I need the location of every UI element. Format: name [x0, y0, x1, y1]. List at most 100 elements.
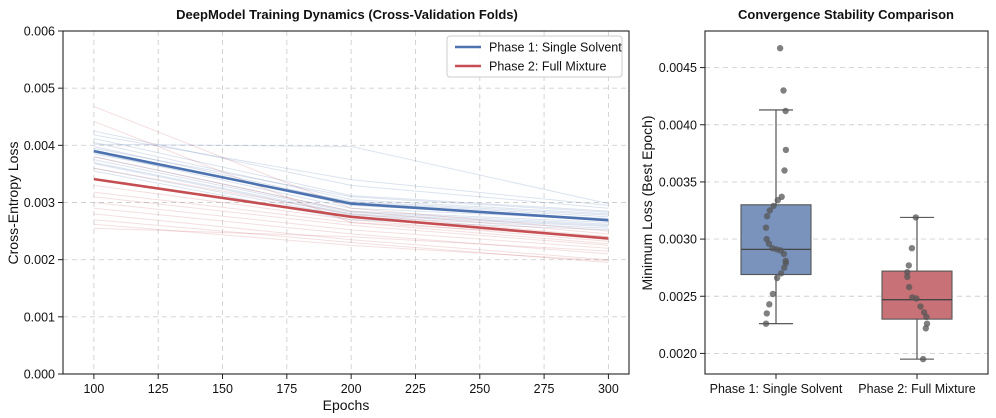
strip-point: [766, 207, 773, 214]
left-x-tick-label: 200: [341, 382, 362, 396]
fold-line-phase1: [93, 156, 609, 223]
strip-point: [905, 262, 912, 269]
convergence-stability-chart: Convergence Stability Comparison 0.00200…: [639, 7, 989, 396]
training-dynamics-chart: DeepModel Training Dynamics (Cross-Valid…: [5, 7, 630, 413]
left-y-tick-label: 0.000: [24, 368, 55, 382]
strip-point: [781, 264, 788, 271]
legend-label-phase1: Phase 1: Single Solvent: [489, 41, 622, 55]
strip-point: [763, 213, 771, 220]
left-x-tick-label: 300: [598, 382, 619, 396]
strip-point: [770, 202, 777, 210]
fold-line-phase1: [93, 134, 609, 206]
right-y-axis-label: Minimum Loss (Best Epoch): [639, 115, 655, 290]
strip-point: [781, 167, 788, 174]
right-chart-title: Convergence Stability Comparison: [738, 7, 954, 22]
strip-point: [904, 269, 911, 276]
legend: Phase 1: Single Solvent Phase 2: Full Mi…: [446, 35, 623, 78]
left-y-tick-label: 0.005: [24, 82, 55, 96]
strip-point: [923, 313, 930, 320]
fold-line-phase1: [93, 142, 609, 215]
box-iqr: [881, 270, 953, 320]
left-y-tick-label: 0.004: [24, 139, 55, 153]
strip-point: [913, 295, 920, 302]
strip-point: [919, 355, 927, 363]
right-y-tick-label: 0.0020: [659, 347, 697, 361]
fold-line-phase2: [93, 227, 609, 252]
fold-line-phase2: [93, 156, 609, 235]
right-x-ticks: Phase 1: Single Solvent Phase 2: Full Mix…: [710, 374, 976, 396]
left-x-tick-label: 225: [405, 382, 426, 396]
right-x-tick-label: Phase 2: Full Mixture: [858, 382, 975, 396]
strip-point: [780, 87, 787, 94]
left-x-tick-label: 175: [276, 382, 297, 396]
strip-point: [905, 283, 913, 291]
strip-point: [773, 274, 781, 282]
fold-line-phase2: [93, 207, 609, 255]
legend-label-phase2: Phase 2: Full Mixture: [489, 60, 606, 74]
right-y-tick-label: 0.0045: [659, 61, 697, 75]
fold-line-phase2: [93, 219, 609, 263]
left-y-tick-label: 0.002: [24, 253, 55, 267]
strip-point: [766, 301, 773, 308]
right-y-tick-label: 0.0025: [659, 290, 697, 304]
fold-line-phase1: [93, 163, 609, 227]
fold-line-phase1: [93, 138, 609, 212]
fold-line-phase2: [93, 167, 609, 238]
fold-line-phase2: [93, 202, 609, 249]
strip-point: [774, 197, 781, 204]
fold-line-phase2: [93, 213, 609, 261]
fold-line-phase1: [93, 159, 609, 225]
left-y-tick-label: 0.006: [24, 25, 55, 39]
fold-line-phase1: [93, 130, 609, 209]
fold-line-phase2: [93, 196, 609, 246]
strip-point: [762, 224, 770, 231]
strip-point: [765, 240, 773, 247]
fold-line-phase1: [93, 170, 609, 231]
fold-line-phase2: [93, 106, 609, 232]
strip-point: [763, 310, 770, 317]
right-plot-frame: [704, 30, 989, 375]
left-x-tick-label: 100: [83, 382, 104, 396]
strip-point: [780, 250, 788, 258]
mean-line-phase2: [93, 177, 609, 240]
legend-box: [446, 35, 623, 78]
left-chart-title: DeepModel Training Dynamics (Cross-Valid…: [176, 7, 518, 22]
right-y-ticks: 0.0020 0.0025 0.0030 0.0035 0.0040 0.0045: [659, 61, 705, 361]
fold-line-phase1: [93, 162, 609, 226]
fold-line-phase2: [93, 191, 609, 245]
left-y-tick-label: 0.003: [24, 196, 55, 210]
strip-point: [904, 273, 911, 280]
strip-point: [776, 45, 784, 52]
left-y-ticks: 0.000 0.001 0.002 0.003 0.004 0.005 0.006: [24, 25, 63, 382]
strip-point: [912, 214, 919, 221]
strip-point: [762, 320, 770, 327]
left-fold-lines: [93, 106, 609, 263]
left-y-tick-label: 0.001: [24, 310, 55, 324]
fold-line-phase1: [93, 147, 609, 213]
strip-point: [922, 325, 929, 332]
left-x-axis-label: Epochs: [323, 397, 370, 413]
strip-point: [777, 270, 785, 277]
right-y-tick-label: 0.0035: [659, 175, 697, 189]
left-x-tick-label: 125: [148, 382, 169, 396]
left-x-tick-label: 250: [469, 382, 490, 396]
fold-line-phase1: [93, 143, 609, 205]
right-boxplots: [740, 109, 953, 360]
strip-point: [782, 146, 790, 154]
box-iqr: [740, 204, 812, 276]
left-x-ticks: 100 125 150 175 200 225 250 275 300: [83, 374, 619, 396]
left-x-tick-label: 275: [534, 382, 555, 396]
left-y-axis-label: Cross-Entropy Loss: [5, 142, 21, 265]
left-mean-lines: [93, 149, 609, 240]
strip-point: [782, 107, 789, 115]
left-x-tick-label: 150: [212, 382, 233, 396]
right-x-tick-label: Phase 1: Single Solvent: [710, 382, 843, 396]
right-y-tick-label: 0.0030: [659, 233, 697, 247]
right-strip-points: [762, 45, 931, 363]
mean-line-phase1: [93, 149, 609, 222]
strip-point: [769, 290, 777, 298]
right-y-tick-label: 0.0040: [659, 118, 697, 132]
fold-line-phase2: [93, 223, 609, 262]
strip-point: [917, 303, 924, 310]
